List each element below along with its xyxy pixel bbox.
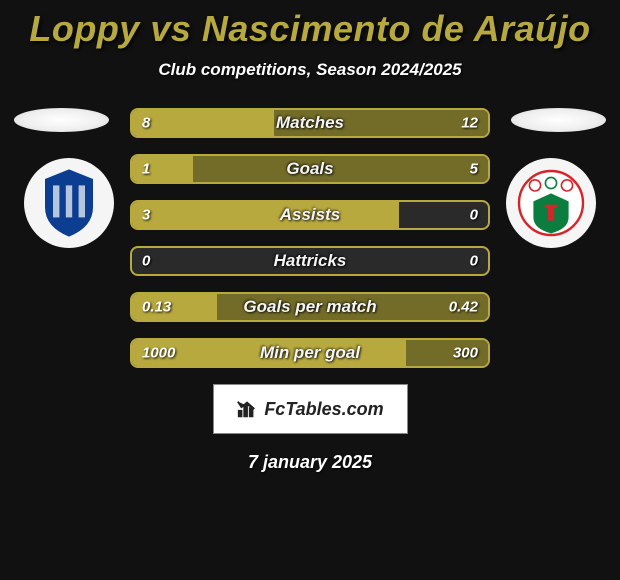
page-title: Loppy vs Nascimento de Araújo: [0, 0, 620, 50]
player-left-badge: [14, 108, 109, 132]
credit-text: FcTables.com: [264, 399, 383, 420]
credit-box[interactable]: FcTables.com: [213, 384, 408, 434]
bar-left: [132, 202, 399, 228]
bar-left: [132, 340, 406, 366]
player-right-badge: [511, 108, 606, 132]
team-left-crest: [24, 158, 114, 248]
bar-left: [132, 294, 217, 320]
bar-right: [193, 156, 488, 182]
date-text: 7 january 2025: [0, 452, 620, 473]
stat-row: Hattricks00: [130, 246, 490, 276]
stat-row: Goals15: [130, 154, 490, 184]
shield-icon: [29, 163, 109, 243]
bar-right: [406, 340, 488, 366]
team-right-crest: [506, 158, 596, 248]
subtitle: Club competitions, Season 2024/2025: [0, 60, 620, 80]
comparison-chart: Matches812 Goals15 Assists30 Hattricks00 Goa…: [0, 108, 620, 368]
shield-icon: [511, 163, 591, 243]
bar-right: [217, 294, 488, 320]
bar-gap: [132, 248, 488, 274]
stat-row: Matches812: [130, 108, 490, 138]
bar-right: [274, 110, 488, 136]
stat-row: Assists30: [130, 200, 490, 230]
stat-row: Min per goal1000300: [130, 338, 490, 368]
stat-row: Goals per match0.130.42: [130, 292, 490, 322]
bar-gap: [399, 202, 488, 228]
stat-rows: Matches812 Goals15 Assists30 Hattricks00 Goa…: [130, 108, 490, 368]
chart-icon: [236, 398, 258, 420]
bar-left: [132, 110, 274, 136]
bar-left: [132, 156, 193, 182]
